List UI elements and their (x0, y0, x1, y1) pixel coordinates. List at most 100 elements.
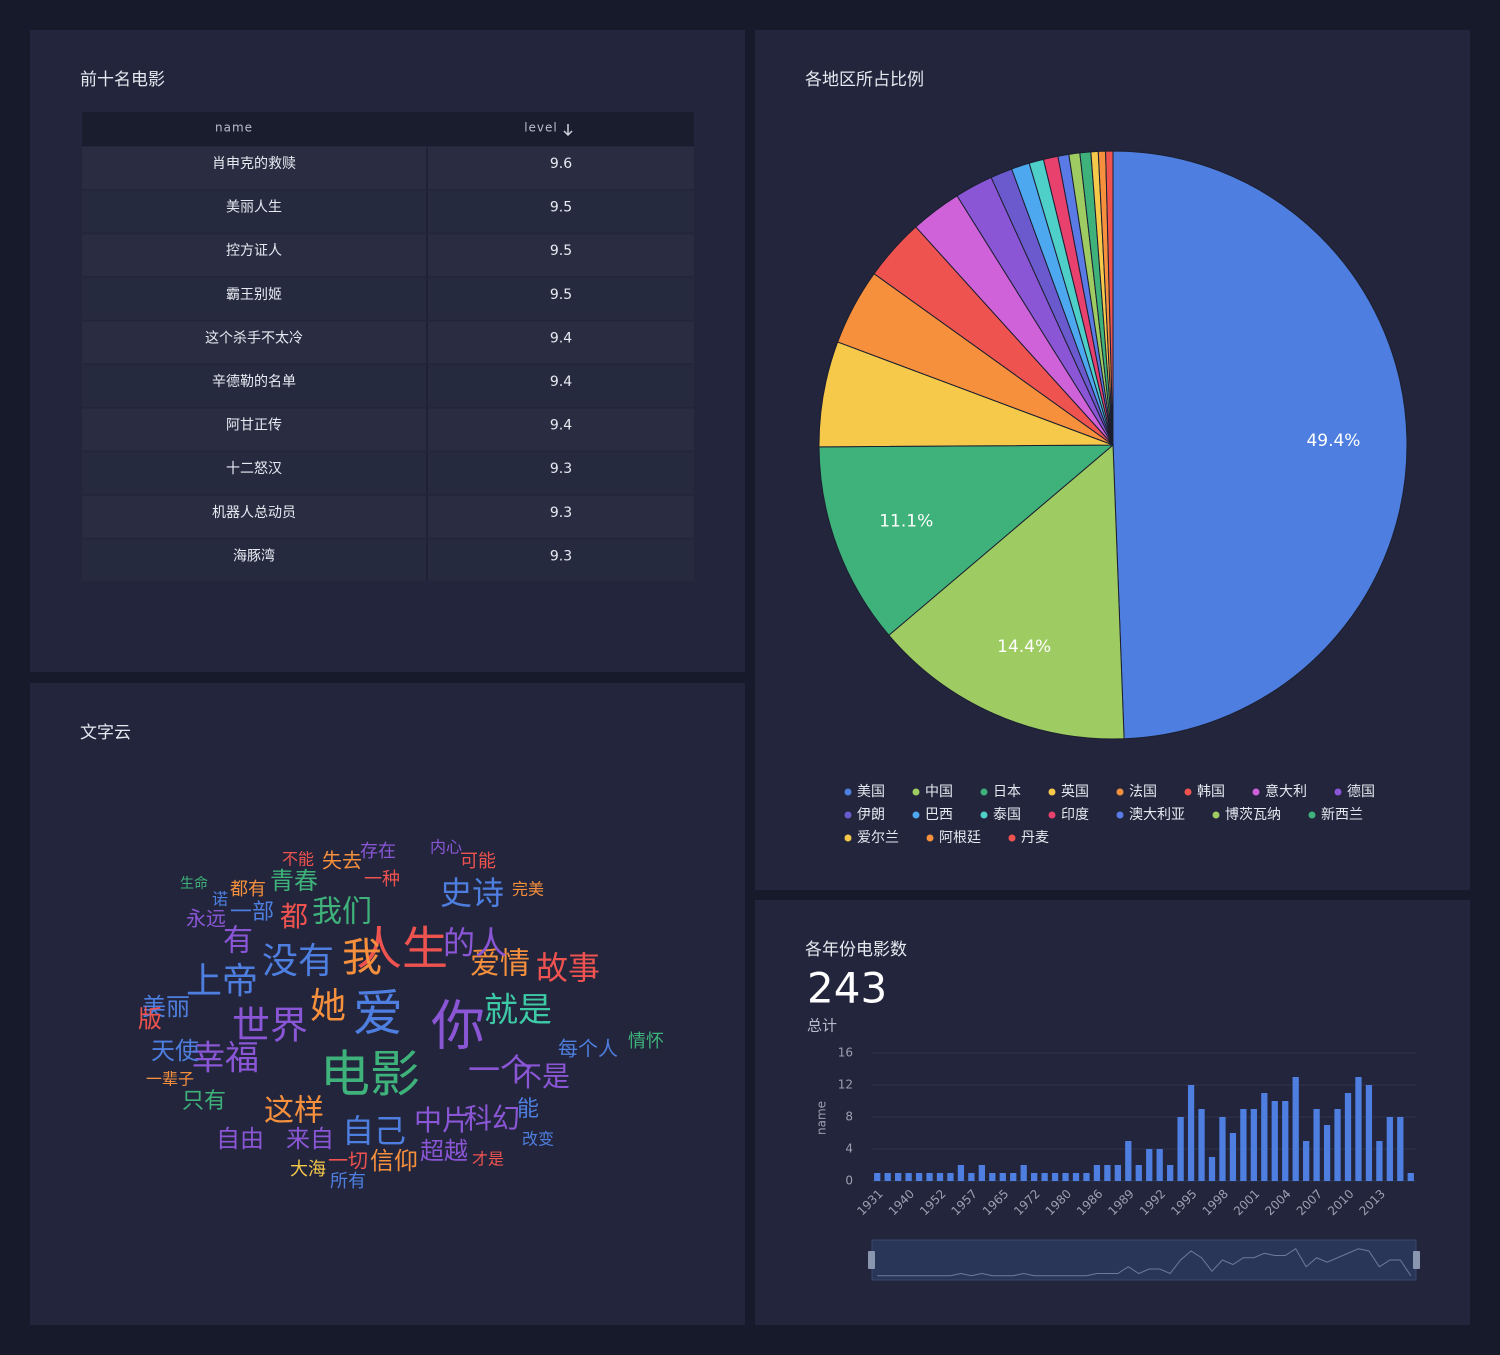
cell: 9.3 (550, 461, 572, 477)
legend-label[interactable]: 澳大利亚 (1129, 807, 1185, 823)
word: 永远 (186, 907, 226, 931)
zoom-slider[interactable] (871, 1239, 1417, 1281)
table-row (82, 365, 694, 407)
legend-label[interactable]: 英国 (1061, 783, 1089, 800)
y-tick-label: 12 (838, 1078, 853, 1092)
overview-line (877, 1248, 1412, 1277)
cell: 十二怒汉 (226, 461, 282, 477)
legend-label[interactable]: 印度 (1061, 807, 1089, 823)
word: 不是 (514, 1060, 570, 1093)
word: 自由 (216, 1125, 264, 1153)
bar (1250, 1109, 1257, 1181)
legend-label[interactable]: 美国 (857, 784, 885, 800)
word: 的人 (443, 924, 507, 962)
legend-label[interactable]: 伊朗 (857, 807, 885, 823)
bar (1365, 1085, 1373, 1181)
cell: 这个杀手不太冷 (205, 329, 303, 346)
bar (1062, 1173, 1069, 1181)
legend-marker (1048, 788, 1056, 796)
legend-label[interactable]: 博茨瓦纳 (1225, 806, 1281, 823)
bar (1397, 1117, 1404, 1181)
column-header: name (215, 121, 253, 135)
pie-slice (818, 444, 1115, 636)
bar (1386, 1117, 1393, 1181)
legend-marker (844, 834, 852, 842)
bar (1020, 1165, 1027, 1181)
slice-label: 14.4% (997, 637, 1051, 657)
word: 电影 (320, 1046, 420, 1104)
cell: 阿甘正传 (226, 418, 282, 434)
word: 你 (431, 995, 485, 1058)
legend-label[interactable]: 德国 (1347, 784, 1375, 800)
word: 每个人 (558, 1037, 618, 1061)
legend-label[interactable]: 泰国 (993, 807, 1021, 823)
legend-label[interactable]: 巴西 (925, 807, 953, 823)
legend-label[interactable]: 丹麦 (1021, 830, 1049, 846)
slice-label: 49.4% (1306, 431, 1360, 451)
bar (957, 1165, 965, 1181)
word: 我们 (312, 895, 372, 930)
word: 一辈子 (146, 1070, 194, 1089)
pie-slice (888, 443, 1125, 740)
bar (926, 1173, 933, 1181)
bar (1376, 1141, 1383, 1181)
cell: 9.3 (550, 505, 572, 521)
bar (1208, 1157, 1216, 1181)
word: 我 (342, 935, 382, 981)
legend-label[interactable]: 法国 (1129, 784, 1157, 800)
bar (989, 1173, 996, 1181)
legend-label[interactable]: 阿根廷 (939, 830, 981, 846)
bar (895, 1173, 902, 1181)
word: 她 (310, 986, 346, 1027)
word: 人生 (356, 922, 448, 976)
cell: 控方证人 (226, 243, 282, 259)
zoom-handle[interactable] (868, 1251, 875, 1269)
legend-marker (844, 788, 852, 796)
y-tick-label: 4 (845, 1142, 853, 1156)
word: 一种 (364, 869, 400, 890)
bar (1355, 1077, 1362, 1181)
legend-marker (844, 811, 852, 819)
bar-title: 各年份电影数 (805, 940, 907, 960)
pie-slice (1112, 150, 1408, 740)
bar (1198, 1109, 1205, 1181)
bar (947, 1173, 954, 1181)
table-row (82, 539, 694, 582)
word: 就是 (484, 991, 552, 1031)
word: 自己 (342, 1112, 406, 1150)
cell: 9.3 (550, 548, 572, 564)
legend-marker (980, 811, 988, 819)
total-label: 总计 (807, 1017, 837, 1035)
bar (1271, 1101, 1278, 1181)
cell: 海豚湾 (233, 547, 275, 564)
bar (1282, 1101, 1289, 1181)
word: 有 (223, 924, 253, 959)
legend-label[interactable]: 新西兰 (1321, 807, 1363, 823)
legend-marker (1334, 788, 1342, 796)
word: 没有 (262, 941, 334, 982)
legend-label[interactable]: 意大利 (1265, 783, 1307, 800)
word: 才是 (472, 1150, 504, 1169)
word: 只有 (182, 1089, 226, 1114)
zoom-handle[interactable] (1413, 1251, 1420, 1269)
legend-label[interactable]: 日本 (993, 784, 1021, 800)
cell: 9.5 (550, 243, 572, 259)
cell: 霸王别姬 (226, 287, 282, 303)
table-row (82, 277, 694, 320)
table-row (82, 495, 694, 538)
word: 都 (280, 900, 308, 933)
legend-label[interactable]: 爱尔兰 (857, 830, 899, 846)
y-axis-label: name (815, 1101, 829, 1135)
column-header[interactable]: level (524, 121, 558, 135)
legend-label[interactable]: 韩国 (1197, 784, 1225, 800)
legend-marker (1308, 811, 1316, 819)
legend-marker (1252, 788, 1260, 796)
legend-label[interactable]: 中国 (925, 784, 953, 800)
cell: 辛德勒的名单 (212, 374, 296, 390)
bar (1010, 1173, 1017, 1181)
wordcloud-title: 文字云 (80, 723, 131, 743)
bar (1187, 1085, 1195, 1181)
sort-icon[interactable] (563, 124, 573, 137)
bar (1323, 1125, 1331, 1181)
